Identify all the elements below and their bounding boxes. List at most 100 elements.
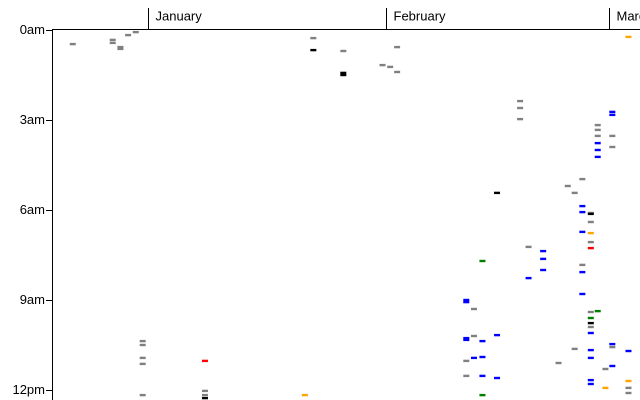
event-mark bbox=[109, 41, 116, 45]
event-mark bbox=[579, 263, 586, 267]
event-mark bbox=[387, 65, 394, 69]
event-mark bbox=[587, 325, 594, 329]
event-mark bbox=[587, 246, 594, 250]
event-mark bbox=[609, 364, 616, 368]
event-mark bbox=[463, 338, 470, 342]
event-mark bbox=[587, 240, 594, 244]
event-mark bbox=[625, 386, 632, 390]
event-mark bbox=[609, 345, 616, 349]
event-mark bbox=[132, 30, 139, 34]
event-mark bbox=[394, 45, 401, 49]
event-mark bbox=[525, 245, 532, 249]
event-mark bbox=[479, 355, 486, 359]
event-mark bbox=[579, 177, 586, 181]
event-mark bbox=[587, 348, 594, 352]
event-mark bbox=[139, 393, 146, 397]
event-mark bbox=[625, 349, 632, 353]
event-mark bbox=[579, 270, 586, 274]
event-mark bbox=[69, 42, 76, 46]
event-mark bbox=[587, 220, 594, 224]
event-mark bbox=[117, 47, 124, 51]
event-mark bbox=[517, 117, 524, 121]
event-mark bbox=[540, 249, 547, 253]
event-mark bbox=[139, 343, 146, 347]
event-mark bbox=[579, 230, 586, 234]
event-mark bbox=[517, 99, 524, 103]
event-mark bbox=[594, 155, 601, 159]
event-mark bbox=[625, 379, 632, 383]
event-mark bbox=[587, 231, 594, 235]
event-mark bbox=[594, 309, 601, 313]
event-mark bbox=[109, 38, 116, 42]
event-mark bbox=[594, 141, 601, 145]
event-mark bbox=[470, 356, 477, 360]
event-mark bbox=[587, 382, 594, 386]
event-mark bbox=[594, 148, 601, 152]
event-mark bbox=[479, 393, 486, 397]
event-mark bbox=[579, 204, 586, 208]
event-mark bbox=[625, 391, 632, 395]
event-mark bbox=[340, 49, 347, 53]
event-mark bbox=[310, 48, 317, 52]
event-mark bbox=[587, 321, 594, 325]
y-tick-label: 9am bbox=[20, 292, 45, 307]
event-mark bbox=[201, 389, 208, 393]
event-mark bbox=[340, 73, 347, 77]
event-mark bbox=[564, 184, 571, 188]
event-mark bbox=[594, 128, 601, 132]
event-mark bbox=[594, 134, 601, 138]
y-tick-label: 0am bbox=[20, 22, 45, 37]
event-mark bbox=[609, 113, 616, 117]
event-mark bbox=[479, 374, 486, 378]
event-mark bbox=[470, 307, 477, 311]
y-tick-label: 6am bbox=[20, 202, 45, 217]
event-mark bbox=[201, 396, 208, 400]
event-mark bbox=[609, 145, 616, 149]
event-mark bbox=[579, 292, 586, 296]
event-mark bbox=[587, 378, 594, 382]
event-mark bbox=[602, 367, 609, 371]
event-mark bbox=[587, 310, 594, 314]
event-mark bbox=[571, 347, 578, 351]
event-mark bbox=[201, 393, 208, 397]
event-mark bbox=[555, 361, 562, 365]
event-mark bbox=[139, 362, 146, 366]
event-mark bbox=[340, 71, 347, 75]
event-mark bbox=[625, 35, 632, 39]
event-mark bbox=[602, 386, 609, 390]
event-mark bbox=[463, 374, 470, 378]
event-mark bbox=[139, 356, 146, 360]
event-mark bbox=[540, 257, 547, 261]
event-mark bbox=[394, 70, 401, 74]
event-mark bbox=[479, 259, 486, 263]
event-mark bbox=[494, 376, 501, 380]
event-mark bbox=[463, 336, 470, 340]
event-mark bbox=[139, 339, 146, 343]
event-mark bbox=[609, 342, 616, 346]
event-mark bbox=[301, 393, 308, 397]
event-mark bbox=[494, 191, 501, 195]
y-tick-label: 3am bbox=[20, 112, 45, 127]
event-mark bbox=[125, 33, 132, 37]
event-mark bbox=[579, 210, 586, 214]
event-mark bbox=[463, 359, 470, 363]
event-mark bbox=[463, 298, 470, 302]
event-mark bbox=[594, 123, 601, 127]
event-mark bbox=[525, 276, 532, 280]
event-mark bbox=[479, 339, 486, 343]
event-mark bbox=[470, 334, 477, 338]
event-mark bbox=[517, 106, 524, 110]
x-tick-label: February bbox=[394, 8, 447, 23]
event-mark bbox=[494, 333, 501, 337]
event-mark bbox=[587, 316, 594, 320]
event-mark bbox=[463, 300, 470, 304]
event-mark bbox=[379, 63, 386, 67]
event-mark bbox=[587, 212, 594, 216]
x-tick-label: March bbox=[617, 8, 640, 23]
event-mark bbox=[540, 268, 547, 272]
event-mark bbox=[587, 331, 594, 335]
event-mark bbox=[609, 110, 616, 114]
event-mark bbox=[609, 134, 616, 138]
